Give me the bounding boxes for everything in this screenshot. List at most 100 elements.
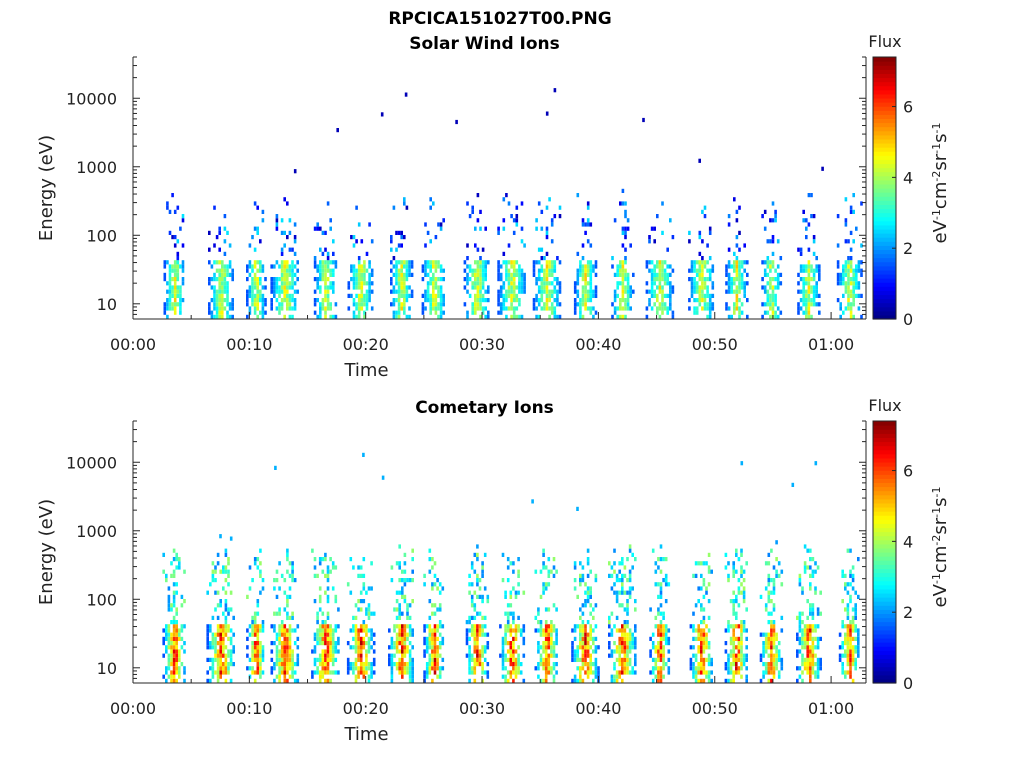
heatmap-cell <box>621 624 624 629</box>
heatmap-cell <box>466 264 469 269</box>
heatmap-cell <box>319 314 322 319</box>
heatmap-cell <box>170 603 173 608</box>
heatmap-cell <box>497 272 500 277</box>
heatmap-cell <box>735 670 738 675</box>
heatmap-cell <box>481 594 484 599</box>
heatmap-cell <box>509 670 513 675</box>
heatmap-cell <box>248 586 252 591</box>
heatmap-cell <box>473 615 477 620</box>
heatmap-cell <box>324 657 327 662</box>
heatmap-cell <box>329 268 332 273</box>
heatmap-cell <box>486 641 490 646</box>
heatmap-cell <box>216 657 220 662</box>
heatmap-cell <box>849 620 852 625</box>
heatmap-cell <box>701 268 704 273</box>
heatmap-cell <box>626 607 629 612</box>
heatmap-cell <box>700 561 703 566</box>
heatmap-cell <box>326 569 330 574</box>
heatmap-cell <box>807 193 811 198</box>
heatmap-cell <box>520 285 524 290</box>
heatmap-cell <box>291 569 294 574</box>
heatmap-cell <box>776 264 780 269</box>
heatmap-cell <box>403 666 407 671</box>
heatmap-cell <box>219 624 222 629</box>
heatmap-cell <box>251 620 254 625</box>
heatmap-cell <box>293 272 297 277</box>
heatmap-cell <box>352 666 355 671</box>
heatmap-cell <box>769 239 772 244</box>
heatmap-cell <box>321 251 325 256</box>
heatmap-cell <box>318 628 322 633</box>
heatmap-cell <box>397 306 401 311</box>
heatmap-cell <box>426 289 430 294</box>
heatmap-cell <box>246 277 249 282</box>
heatmap-cell <box>395 260 398 265</box>
heatmap-cell <box>270 277 273 282</box>
heatmap-cell <box>352 645 355 650</box>
heatmap-cell <box>857 641 860 646</box>
colorbar-band <box>873 298 896 304</box>
heatmap-cell <box>476 632 479 637</box>
heatmap-cell <box>514 632 518 637</box>
heatmap-cell <box>216 624 220 629</box>
heatmap-cell <box>428 636 432 641</box>
heatmap-cell <box>659 653 663 658</box>
heatmap-cell <box>280 298 284 303</box>
heatmap-cell <box>510 289 513 294</box>
heatmap-cell <box>805 302 808 307</box>
heatmap-cell <box>401 666 404 671</box>
heatmap-cell <box>708 272 712 277</box>
heatmap-cell <box>259 548 262 553</box>
heatmap-cell <box>550 645 553 650</box>
heatmap-cell <box>571 645 574 650</box>
heatmap-cell <box>581 218 585 223</box>
heatmap-cell <box>206 628 209 633</box>
heatmap-cell <box>814 674 817 679</box>
heatmap-cell <box>576 594 579 599</box>
heatmap-cell <box>771 306 775 311</box>
heatmap-cell <box>695 285 699 290</box>
heatmap-cell <box>650 260 654 265</box>
heatmap-cell <box>162 641 165 646</box>
colorbar-band <box>873 61 896 66</box>
heatmap-cell <box>659 557 663 562</box>
heatmap-cell <box>847 268 850 273</box>
heatmap-cell <box>730 277 733 282</box>
heatmap-cell <box>507 243 511 248</box>
heatmap-cell <box>581 645 585 650</box>
heatmap-cell <box>288 636 292 641</box>
heatmap-cell <box>806 657 809 662</box>
heatmap-cell <box>737 603 741 608</box>
heatmap-cell <box>512 314 516 319</box>
heatmap-cell <box>288 281 292 286</box>
y-tick-label: 1000 <box>76 522 117 541</box>
heatmap-cell <box>540 306 544 311</box>
heatmap-cell <box>428 557 432 562</box>
heatmap-cell <box>534 615 538 620</box>
heatmap-cell <box>403 201 406 206</box>
heatmap-cell <box>316 314 319 319</box>
heatmap-cell <box>441 586 445 591</box>
heatmap-cell <box>209 624 212 629</box>
heatmap-cell <box>700 645 703 650</box>
heatmap-cell <box>283 268 286 273</box>
heatmap-cell <box>261 298 265 303</box>
heatmap-cell <box>324 636 327 641</box>
heatmap-cell <box>849 670 852 675</box>
heatmap-cell <box>586 594 590 599</box>
colorbar-band <box>873 249 896 255</box>
heatmap-cell <box>400 272 403 277</box>
heatmap-cell <box>355 293 358 298</box>
heatmap-cell <box>324 298 327 303</box>
heatmap-cell <box>181 243 185 248</box>
heatmap-cell <box>468 214 472 219</box>
heatmap-cell <box>816 666 820 671</box>
heatmap-cell <box>514 666 518 671</box>
heatmap-cell <box>770 620 773 625</box>
heatmap-cell <box>767 552 771 557</box>
heatmap-cell <box>507 268 511 273</box>
heatmap-cell <box>393 624 396 629</box>
heatmap-cell <box>354 628 358 633</box>
heatmap-cell <box>553 88 557 93</box>
heatmap-cell <box>468 573 471 578</box>
